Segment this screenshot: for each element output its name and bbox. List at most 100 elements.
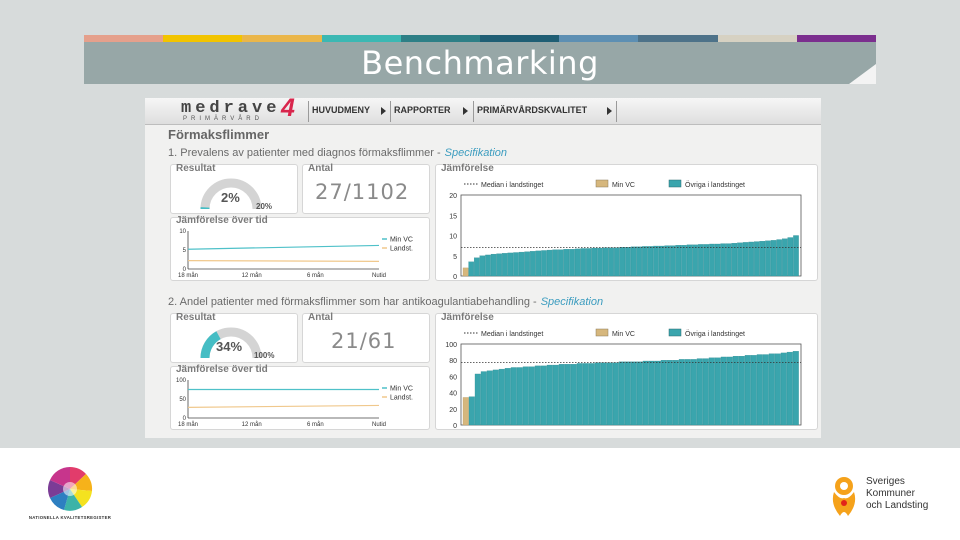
x-tick-label: 12 mån bbox=[242, 421, 262, 428]
bar-min-vc bbox=[462, 267, 469, 277]
bar-ovriga bbox=[658, 245, 665, 277]
legend-label: Min VC bbox=[390, 237, 413, 244]
bar-min-vc bbox=[462, 397, 469, 426]
x-tick-label: 18 mån bbox=[178, 421, 198, 428]
x-tick-label: 6 mån bbox=[307, 421, 324, 428]
result-percent: 34% bbox=[216, 339, 243, 354]
bar-ovriga bbox=[708, 357, 715, 426]
nationella-kvalitetsregister-logo: NATIONELLA KVALITETSREGISTER bbox=[22, 464, 118, 524]
result-label: Resultat bbox=[176, 312, 216, 323]
bar-ovriga bbox=[690, 359, 697, 426]
page-curl-icon bbox=[849, 64, 876, 84]
bar-ovriga bbox=[504, 368, 511, 426]
bar-ovriga bbox=[714, 357, 721, 426]
bar-ovriga bbox=[480, 371, 487, 426]
bar-ovriga bbox=[468, 396, 475, 426]
legend-label: Min VC bbox=[612, 331, 635, 338]
x-tick-label: Nutid bbox=[372, 422, 386, 428]
menu-primarvardskvalitet[interactable]: PRIMÄRVÅRDSKVALITET bbox=[477, 105, 588, 115]
bar-ovriga bbox=[684, 359, 691, 426]
target-percent: 100% bbox=[254, 351, 275, 360]
bar-ovriga bbox=[580, 248, 586, 277]
bar-ovriga bbox=[591, 247, 598, 277]
legend-label: Övriga i landstinget bbox=[685, 181, 745, 189]
count-label: Antal bbox=[308, 312, 333, 323]
bar-ovriga bbox=[624, 361, 631, 426]
comparison-bar-chart: 100 80 60 40 20 0 Median i landstinget Min VC Öv… bbox=[445, 328, 802, 430]
bar-ovriga bbox=[702, 358, 709, 426]
bar-ovriga bbox=[502, 253, 508, 277]
bar-ovriga bbox=[780, 352, 787, 426]
bar-ovriga bbox=[528, 366, 535, 426]
bar-ovriga bbox=[754, 241, 760, 277]
bar-ovriga bbox=[474, 373, 481, 426]
strip-segment bbox=[242, 35, 322, 42]
bar-ovriga bbox=[675, 245, 682, 277]
chevron-right-icon bbox=[607, 107, 612, 115]
section-title-text: 1. Prevalens av patienter med diagnos fö… bbox=[168, 147, 441, 159]
bar-ovriga bbox=[570, 364, 577, 426]
specifikation-link[interactable]: Specifikation bbox=[540, 296, 604, 308]
slide-title: Benchmarking bbox=[361, 44, 599, 82]
time-comparison-label: Jämförelse över tid bbox=[176, 364, 268, 375]
y-tick-label: 5 bbox=[453, 254, 457, 261]
logo-number: 4 bbox=[281, 98, 295, 122]
bar-ovriga bbox=[642, 246, 648, 277]
skl-line: Sveriges bbox=[866, 476, 905, 487]
nav-divider bbox=[616, 101, 617, 122]
y-tick-label: 10 bbox=[449, 234, 457, 241]
y-tick-label: 40 bbox=[449, 391, 457, 398]
bar-ovriga bbox=[742, 242, 749, 277]
bar-ovriga bbox=[672, 360, 679, 426]
nav-divider bbox=[473, 101, 474, 122]
skl-line: och Landsting bbox=[866, 500, 929, 511]
bar-ovriga bbox=[564, 364, 571, 426]
y-tick-label: 100 bbox=[445, 342, 457, 349]
bar-ovriga bbox=[468, 261, 474, 277]
legend-label: Min VC bbox=[390, 386, 413, 393]
bar-ovriga bbox=[492, 369, 499, 426]
y-tick-label: 0 bbox=[453, 274, 457, 281]
strip-segment bbox=[717, 35, 797, 42]
bar-ovriga bbox=[558, 364, 565, 426]
bar-ovriga bbox=[612, 362, 619, 426]
bar-ovriga bbox=[698, 244, 704, 277]
result-panel: Resultat 34% 100% bbox=[170, 312, 298, 363]
specifikation-link[interactable]: Specifikation bbox=[444, 147, 508, 159]
bar-ovriga bbox=[582, 363, 589, 426]
legend-ovriga-swatch bbox=[668, 328, 682, 337]
y-tick-label: 0 bbox=[183, 267, 187, 273]
bar-ovriga bbox=[479, 255, 486, 277]
y-tick-label: 0 bbox=[183, 416, 187, 422]
color-strip bbox=[84, 35, 877, 42]
bar-ovriga bbox=[576, 363, 583, 426]
bar-ovriga bbox=[630, 246, 637, 277]
comparison-label: Jämförelse bbox=[441, 312, 494, 323]
strip-segment bbox=[638, 35, 718, 42]
bar-ovriga bbox=[602, 247, 609, 277]
legend-min-vc-swatch bbox=[595, 328, 609, 337]
bar-ovriga bbox=[498, 368, 505, 426]
logo-word: medrave bbox=[181, 99, 281, 118]
bar-ovriga bbox=[546, 249, 553, 277]
y-tick-label: 15 bbox=[449, 213, 457, 220]
bar-ovriga bbox=[600, 362, 607, 426]
right-logo-text: Sveriges Kommuner och Landsting bbox=[866, 476, 928, 512]
bar-ovriga bbox=[744, 355, 751, 426]
bar-ovriga bbox=[569, 249, 575, 277]
y-tick-label: 5 bbox=[183, 248, 187, 254]
bar-ovriga bbox=[546, 364, 553, 426]
medrave-logo[interactable]: medrave 4 PRIMÄRVÅRD bbox=[177, 98, 307, 124]
bar-ovriga bbox=[534, 365, 541, 426]
bar-ovriga bbox=[518, 251, 525, 277]
y-tick-label: 20 bbox=[449, 407, 457, 414]
bar-ovriga bbox=[636, 361, 643, 426]
bar-ovriga bbox=[474, 257, 480, 277]
menu-huvudmeny[interactable]: HUVUDMENY bbox=[312, 105, 371, 115]
menu-rapporter[interactable]: RAPPORTER bbox=[394, 105, 451, 115]
time-comparison-panel: Jämförelse över tid 10 5 0 18 mån 12 mån 6 må… bbox=[170, 215, 430, 281]
target-percent: 20% bbox=[256, 202, 273, 211]
comparison-bar-chart: 20 15 10 5 0 Median i landstinget Min VC Övriga… bbox=[449, 179, 802, 281]
bar-ovriga bbox=[726, 243, 732, 277]
bar-ovriga bbox=[720, 243, 726, 277]
